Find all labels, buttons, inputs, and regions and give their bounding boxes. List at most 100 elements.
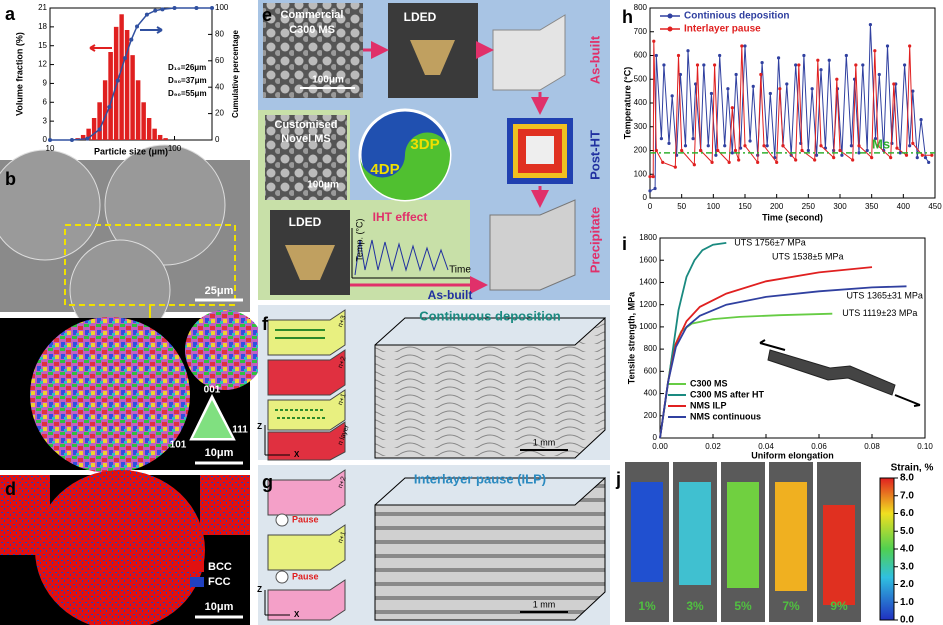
series-point — [762, 144, 766, 148]
colorbar-tick-label: 5.0 — [900, 526, 914, 537]
y-tick-label: 18 — [38, 22, 47, 31]
series-point — [759, 72, 763, 77]
colorbar-tick-label: 6.0 — [900, 508, 914, 519]
cumulative-point — [194, 6, 199, 10]
axis-label: Time — [449, 265, 471, 276]
cumulative-point — [122, 56, 127, 61]
histogram-bar — [91, 118, 97, 140]
ipf-label: 101 — [170, 440, 187, 451]
series-point — [800, 148, 804, 153]
series-point — [851, 158, 855, 162]
series-point — [775, 160, 779, 164]
layer-label: n+2 — [337, 356, 348, 370]
series-point — [781, 144, 785, 148]
series-line — [659, 285, 907, 439]
legend-label: Continious deposition — [684, 11, 790, 22]
series-point — [876, 144, 880, 148]
y-tick-label: 800 — [634, 3, 648, 12]
series-point — [760, 61, 764, 65]
series-point — [710, 160, 714, 164]
histogram-bar — [119, 14, 124, 141]
histogram-bar — [86, 128, 91, 140]
x-tick-label: 0.10 — [917, 442, 933, 451]
stage-label: Precipitate — [587, 207, 602, 273]
cube — [489, 199, 576, 291]
cumulative-point — [69, 138, 74, 142]
y-tick-label: 1800 — [639, 233, 657, 242]
colorbar-tick-label: 8.0 — [900, 473, 914, 484]
series-point — [695, 63, 700, 67]
series-point — [816, 58, 820, 62]
y-tick-label: 300 — [634, 122, 648, 131]
strain-field — [775, 482, 807, 591]
cumulative-point — [48, 138, 52, 142]
y-tick-label: 6 — [43, 97, 48, 106]
pause-label: Pause — [292, 571, 319, 581]
series-point — [854, 63, 858, 67]
x-tick-label: 300 — [833, 202, 847, 211]
series-point — [648, 175, 652, 179]
legend-label: BCC — [208, 561, 232, 573]
series-point — [904, 153, 909, 157]
dp-label: 3DP — [410, 136, 439, 153]
series-point — [908, 44, 912, 48]
series-point — [667, 141, 671, 145]
arrow — [140, 26, 163, 34]
x-tick-label: 0.06 — [811, 442, 827, 451]
yin-yang — [360, 132, 450, 200]
series-point — [748, 139, 752, 143]
cube — [492, 14, 566, 91]
annotation: D₁₀=26μm — [168, 63, 206, 72]
series-point — [785, 82, 789, 86]
legend-swatch — [190, 577, 204, 587]
colorbar-title: Strain, % — [891, 463, 934, 474]
x-axis-title: Particle size (μm) — [94, 146, 168, 156]
axis-label: Z — [257, 422, 262, 431]
legend-marker — [667, 26, 673, 32]
histogram-bar — [141, 102, 146, 140]
strain-label: 7% — [782, 599, 800, 613]
legend-label: Interlayer pause — [684, 24, 761, 35]
y-tick-label: 0 — [653, 433, 658, 442]
y-tick-label: 9 — [43, 79, 48, 88]
layer-label: n+1 — [337, 393, 348, 407]
x-tick-label: 100 — [707, 202, 721, 211]
series-point — [908, 144, 912, 148]
x-tick-label: 0 — [648, 202, 653, 211]
strain-label: 1% — [638, 599, 656, 613]
cumulative-point — [172, 6, 177, 10]
series-point — [895, 146, 899, 150]
stage-label: As-built — [428, 288, 473, 302]
y-tick-label: 600 — [634, 51, 648, 60]
series-point — [651, 175, 655, 179]
colorbar-tick-label: 4.0 — [900, 544, 914, 555]
cumulative-point — [85, 136, 90, 141]
series-point — [911, 141, 915, 145]
series-point — [670, 94, 674, 98]
series-point — [699, 148, 703, 153]
plot-frame — [649, 7, 936, 199]
x-tick-label: 450 — [928, 202, 942, 211]
y-tick-label: 0 — [43, 135, 48, 144]
y-axis-title: Tensile strength, MPa — [626, 291, 636, 384]
x-tick-label: 0.00 — [652, 442, 668, 451]
series-point — [673, 165, 677, 169]
scale-label: 10μm — [205, 447, 234, 459]
y-tick-label: 1400 — [639, 278, 657, 287]
series-point — [653, 186, 657, 191]
series-point — [730, 106, 734, 110]
uts-label: UTS 1365±31 MPa — [846, 291, 922, 301]
x-tick-label: 150 — [738, 202, 752, 211]
series-point — [802, 53, 806, 58]
series-point — [810, 87, 814, 91]
strain-field — [631, 482, 663, 582]
series-point — [927, 160, 931, 164]
block-edge — [374, 317, 605, 346]
series-point — [832, 156, 836, 160]
series-point — [737, 158, 741, 162]
series-point — [819, 144, 823, 148]
x-tick-label: 100 — [168, 144, 182, 153]
y-tick-label: 12 — [38, 60, 47, 69]
legend-label: C300 MS after HT — [690, 389, 765, 399]
